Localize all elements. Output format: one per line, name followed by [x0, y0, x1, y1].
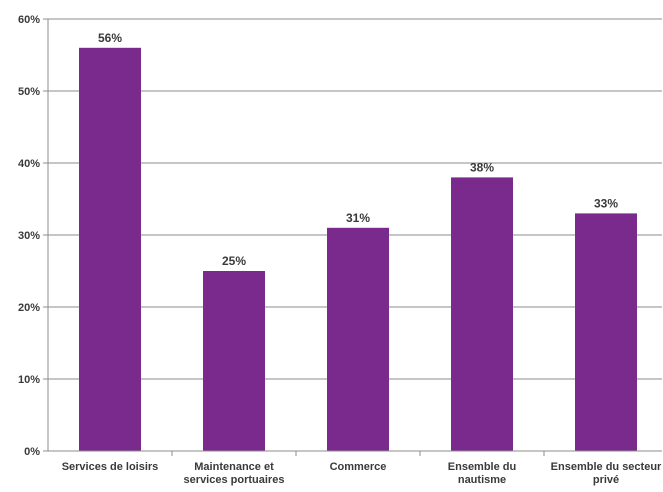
bar: [327, 227, 389, 451]
y-tick-label: 0%: [24, 446, 40, 458]
category-label: Maintenance et services portuaires: [184, 461, 285, 486]
bars: [79, 47, 637, 452]
y-tick-label: 20%: [18, 302, 40, 314]
data-label: 56%: [98, 31, 122, 45]
category-label: Ensemble du nautisme: [448, 461, 516, 486]
data-label: 33%: [594, 196, 618, 210]
y-tick-label: 40%: [18, 158, 40, 170]
y-tick-label: 30%: [18, 230, 40, 242]
bar: [79, 47, 141, 452]
bar: [451, 177, 513, 451]
data-label: 25%: [222, 254, 246, 268]
data-label: 31%: [346, 211, 370, 225]
data-label: 38%: [470, 160, 494, 174]
y-tick-label: 10%: [18, 374, 40, 386]
axes: [43, 18, 662, 456]
y-tick-label: 60%: [18, 14, 40, 26]
category-label: Commerce: [330, 461, 387, 473]
bar: [203, 271, 265, 451]
category-label: Ensemble du secteur privé: [551, 461, 662, 486]
bar: [575, 213, 637, 451]
labels: 0% 10% 20% 30% 40% 50% 60% 56% Services de loisi…: [18, 14, 662, 486]
y-tick-label: 50%: [18, 86, 40, 98]
category-label: Services de loisirs: [62, 461, 159, 473]
